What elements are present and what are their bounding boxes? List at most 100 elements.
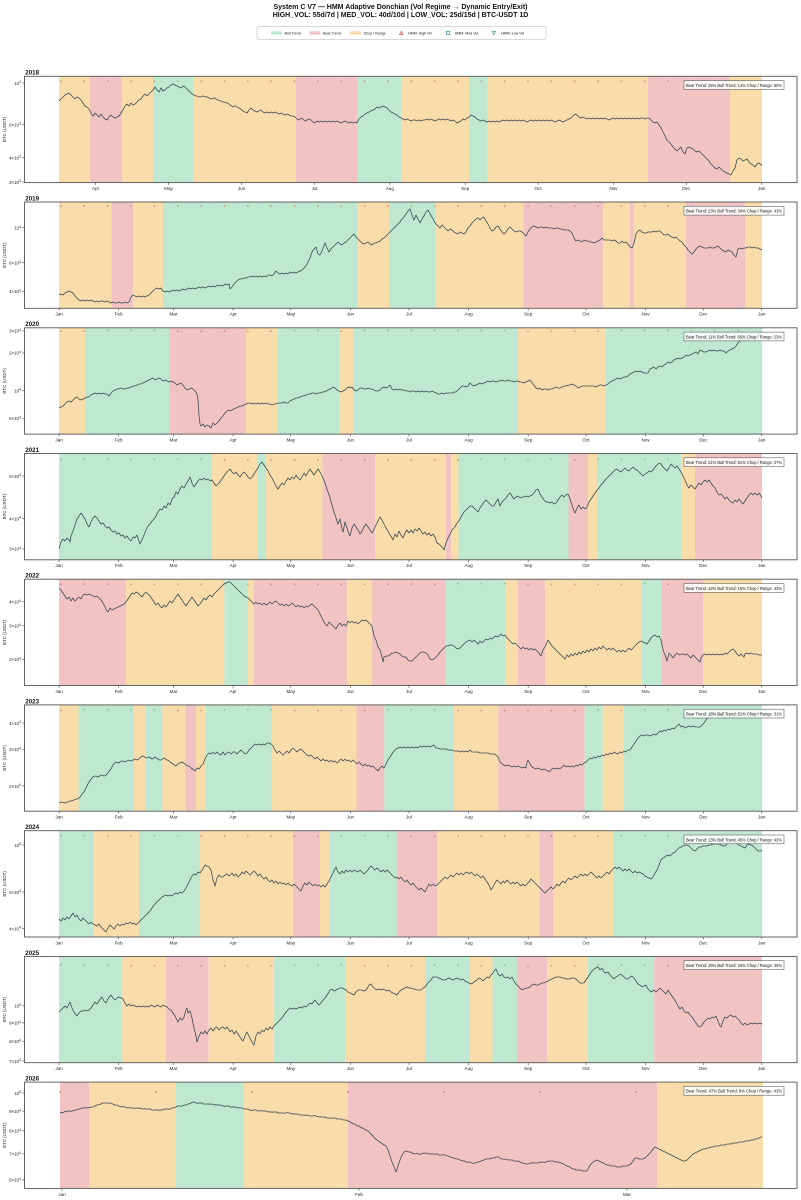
svg-text:4×104: 4×104 <box>9 720 21 726</box>
svg-text:Jan: Jan <box>58 1192 66 1197</box>
svg-text:BTC (USDT): BTC (USDT) <box>2 368 7 394</box>
svg-text:Sep: Sep <box>461 186 470 191</box>
svg-text:Mar: Mar <box>170 563 178 568</box>
svg-text:BTC (USDT): BTC (USDT) <box>2 996 7 1022</box>
svg-text:Mar: Mar <box>170 689 178 694</box>
svg-text:BTC (USDT): BTC (USDT) <box>2 745 7 771</box>
svg-text:6×104: 6×104 <box>9 1177 21 1183</box>
svg-text:3×104: 3×104 <box>9 328 21 334</box>
svg-text:Oct: Oct <box>582 1066 590 1071</box>
svg-text:HMM: Med Vol: HMM: Med Vol <box>455 31 479 35</box>
svg-text:Jul: Jul <box>406 312 412 317</box>
svg-text:Jul: Jul <box>312 186 318 191</box>
svg-text:Aug: Aug <box>386 186 395 191</box>
svg-text:2×104: 2×104 <box>9 350 21 356</box>
svg-text:Jul: Jul <box>406 563 412 568</box>
svg-text:Mar: Mar <box>170 940 178 945</box>
svg-text:Feb: Feb <box>355 1192 363 1197</box>
svg-text:Jul: Jul <box>406 689 412 694</box>
svg-text:2019: 2019 <box>25 195 39 202</box>
svg-text:6×104: 6×104 <box>9 473 21 479</box>
svg-text:Apr: Apr <box>92 186 100 191</box>
svg-text:Jun: Jun <box>238 186 246 191</box>
svg-text:Jul: Jul <box>406 940 412 945</box>
svg-text:May: May <box>286 1066 295 1071</box>
svg-text:Apr: Apr <box>230 438 238 443</box>
svg-text:Mar: Mar <box>170 815 178 820</box>
svg-text:May: May <box>286 312 295 317</box>
svg-text:Jan: Jan <box>55 940 63 945</box>
svg-text:Nov: Nov <box>642 312 651 317</box>
svg-text:Apr: Apr <box>230 940 238 945</box>
svg-text:Jun: Jun <box>347 940 355 945</box>
svg-text:Feb: Feb <box>115 815 123 820</box>
svg-text:Sep: Sep <box>524 1066 533 1071</box>
svg-text:Jul: Jul <box>406 438 412 443</box>
svg-text:Bull Trend: Bull Trend <box>285 31 301 35</box>
svg-text:Jul: Jul <box>406 1066 412 1071</box>
svg-text:Jan: Jan <box>758 186 766 191</box>
svg-text:Aug: Aug <box>465 1066 474 1071</box>
svg-text:Oct: Oct <box>535 186 543 191</box>
svg-text:Nov: Nov <box>642 940 651 945</box>
svg-text:Chop / Range: Chop / Range <box>364 31 386 35</box>
svg-text:Jun: Jun <box>347 563 355 568</box>
svg-text:Apr: Apr <box>230 689 238 694</box>
svg-text:Dec: Dec <box>699 312 708 317</box>
svg-text:Nov: Nov <box>642 1066 651 1071</box>
svg-text:Feb: Feb <box>115 689 123 694</box>
svg-text:Dec: Dec <box>699 563 708 568</box>
svg-text:HIGH_VOL: 55d/7d | MED_VOL: 40: HIGH_VOL: 55d/7d | MED_VOL: 40d/10d | LO… <box>273 12 529 19</box>
svg-text:Aug: Aug <box>465 563 474 568</box>
svg-text:105: 105 <box>14 842 21 848</box>
svg-text:Jul: Jul <box>406 815 412 820</box>
svg-text:May: May <box>286 563 295 568</box>
svg-text:Jan: Jan <box>758 689 766 694</box>
svg-text:Feb: Feb <box>115 438 123 443</box>
svg-text:BTC (USDT): BTC (USDT) <box>2 242 7 268</box>
svg-text:Apr: Apr <box>230 1066 238 1071</box>
svg-text:Bear Trend: 26% Bull Trend: 3: Bear Trend: 26% Bull Trend: 34% Chop / R… <box>686 963 782 968</box>
svg-text:Feb: Feb <box>115 940 123 945</box>
svg-text:Sep: Sep <box>524 438 533 443</box>
svg-text:4×104: 4×104 <box>9 926 21 932</box>
svg-text:8×104: 8×104 <box>9 1128 21 1134</box>
svg-text:HMM: Low Vol: HMM: Low Vol <box>501 31 524 35</box>
svg-text:Jun: Jun <box>347 815 355 820</box>
svg-text:Oct: Oct <box>582 940 590 945</box>
svg-text:BTC (USDT): BTC (USDT) <box>2 1122 7 1148</box>
svg-text:System C V7 — HMM Adaptive Don: System C V7 — HMM Adaptive Donchian (Vol… <box>274 4 528 11</box>
svg-text:2×104: 2×104 <box>9 657 21 663</box>
svg-text:Apr: Apr <box>230 563 238 568</box>
svg-text:2×104: 2×104 <box>9 783 21 789</box>
svg-text:Bear Trend: 13% Bull Trend: 4: Bear Trend: 13% Bull Trend: 45% Chop / R… <box>686 837 782 842</box>
svg-text:Sep: Sep <box>524 689 533 694</box>
svg-text:Sep: Sep <box>524 815 533 820</box>
svg-text:Jan: Jan <box>758 312 766 317</box>
svg-text:BTC (USDT): BTC (USDT) <box>2 493 7 519</box>
svg-text:Jan: Jan <box>758 563 766 568</box>
svg-text:3×103: 3×103 <box>9 179 21 185</box>
svg-text:9×104: 9×104 <box>9 1020 21 1026</box>
svg-text:Jan: Jan <box>758 438 766 443</box>
svg-text:Apr: Apr <box>230 312 238 317</box>
svg-text:Dec: Dec <box>699 438 708 443</box>
svg-text:Jan: Jan <box>55 312 63 317</box>
svg-text:Jan: Jan <box>55 689 63 694</box>
svg-text:3×104: 3×104 <box>9 746 21 752</box>
svg-text:2026: 2026 <box>25 1076 39 1083</box>
svg-text:Bear Trend: 47% Bull Trend: 9: Bear Trend: 47% Bull Trend: 9% Chop / Ra… <box>686 1089 782 1094</box>
svg-text:Mar: Mar <box>170 438 178 443</box>
svg-text:105: 105 <box>14 1003 21 1009</box>
svg-text:Bear Trend: 42% Bull Trend: 1: Bear Trend: 42% Bull Trend: 15% Chop / R… <box>686 586 782 591</box>
svg-text:6×103: 6×103 <box>9 415 21 421</box>
svg-text:Bear Trend: 23% Bull Trend: 3: Bear Trend: 23% Bull Trend: 34% Chop / R… <box>686 209 782 214</box>
svg-text:3×104: 3×104 <box>9 623 21 629</box>
svg-text:Bear Trend: 11% Bull Trend: 6: Bear Trend: 11% Bull Trend: 66% Chop / R… <box>686 334 782 339</box>
svg-text:Nov: Nov <box>642 815 651 820</box>
svg-text:8×104: 8×104 <box>9 1039 21 1045</box>
svg-text:Mar: Mar <box>170 312 178 317</box>
svg-text:Sep: Sep <box>524 940 533 945</box>
svg-text:May: May <box>286 689 295 694</box>
svg-text:BTC (USDT): BTC (USDT) <box>2 619 7 645</box>
